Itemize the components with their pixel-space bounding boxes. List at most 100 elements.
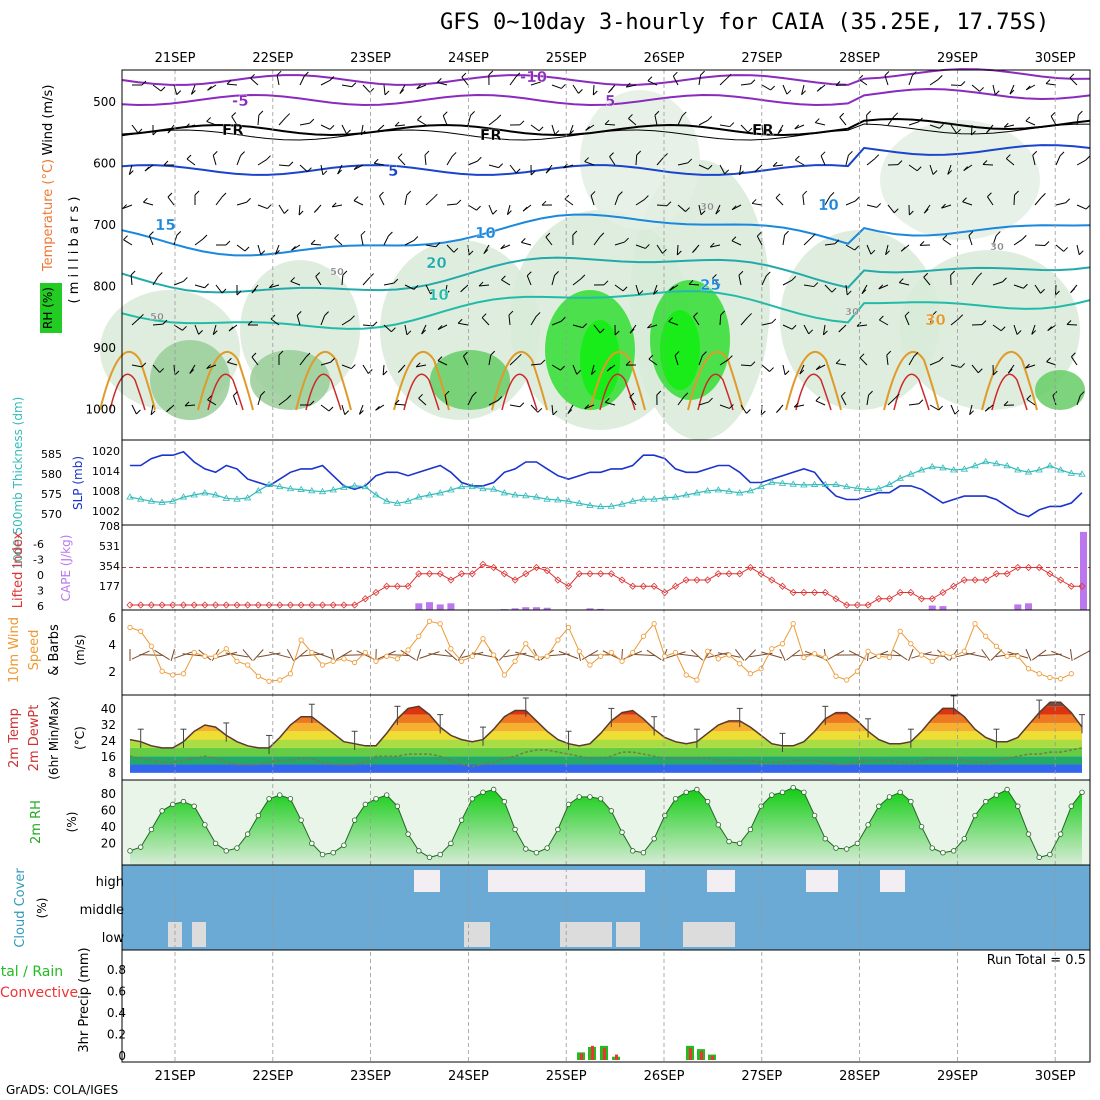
- wind-barb-flag: [839, 112, 845, 118]
- wind-barb: [446, 203, 457, 206]
- wind-barb: [971, 276, 979, 286]
- wind-barb: [274, 244, 280, 255]
- wind-barb-flag: [702, 351, 707, 356]
- date-label-bottom: 21SEP: [155, 1069, 196, 1084]
- temp-band: [130, 739, 1082, 748]
- li-point: [907, 588, 915, 597]
- wind-barb-flag: [481, 313, 487, 319]
- wind-barb: [971, 364, 979, 374]
- wind10m-point: [448, 646, 454, 652]
- wind-barb: [572, 364, 578, 375]
- wind10m-point: [352, 659, 358, 666]
- wind-barb-flag: [592, 90, 598, 96]
- rh-point: [1079, 789, 1085, 795]
- wind10m-point: [662, 653, 668, 659]
- wind-barb-flag: [784, 230, 789, 236]
- wind-barb: [437, 360, 448, 366]
- precip-conv-bar: [603, 1048, 606, 1060]
- wind-barb-flag: [415, 362, 421, 368]
- wind-barb-flag: [599, 328, 605, 334]
- rh-point: [266, 796, 272, 802]
- wind-barb: [530, 81, 541, 86]
- wind-barb: [362, 84, 371, 93]
- wind-barb: [1026, 398, 1036, 406]
- wind-barb-flag: [772, 161, 778, 167]
- thickness-point: [425, 491, 434, 498]
- wind-barb-flag: [453, 247, 459, 253]
- wind-barb: [801, 84, 805, 95]
- wind-barb-flag: [609, 152, 614, 157]
- wind-barb-flag: [987, 192, 992, 198]
- wind10m-line: [129, 620, 1072, 682]
- rh-point: [576, 794, 582, 800]
- rh-point: [319, 851, 326, 858]
- li-point: [821, 588, 829, 597]
- precip-ylabel-conv: Convective: [0, 985, 78, 1001]
- wind-barb-flag: [221, 192, 227, 198]
- thickness-point: [992, 459, 1001, 467]
- li-point: [629, 582, 637, 590]
- wind-barb: [551, 84, 562, 89]
- rh-point: [1068, 803, 1075, 809]
- wind-barb-flag: [324, 311, 329, 317]
- wind-barb-flag: [584, 404, 590, 410]
- wind-barb-flag: [244, 246, 250, 252]
- wind-barb-flag: [309, 400, 315, 406]
- rh-point: [779, 789, 786, 795]
- wind-barb-flag: [329, 125, 335, 130]
- wind-barb: [929, 404, 939, 411]
- wind-barb: [417, 119, 427, 126]
- wind10m-point: [491, 652, 497, 658]
- wind-barb: [698, 355, 703, 366]
- thickness-point: [982, 457, 990, 465]
- wind-barb-flag: [564, 194, 570, 200]
- wind-barb-flag: [994, 90, 1000, 96]
- wind-barb-flag: [309, 118, 315, 124]
- wind-barb-flag: [463, 351, 468, 357]
- wind-barb: [251, 356, 259, 366]
- li-point: [404, 582, 412, 590]
- rh-blob: [880, 120, 1040, 240]
- wind-barb-flag: [285, 113, 291, 118]
- wind10m-point: [523, 641, 529, 647]
- wind-barb: [609, 156, 616, 166]
- wind-barb: [362, 324, 374, 327]
- wind-barb-flag: [353, 196, 359, 201]
- wind-barb: [569, 124, 574, 135]
- grid: [174, 70, 1056, 1062]
- date-label-bottom: 28SEP: [839, 1069, 880, 1084]
- hot-contour: [893, 373, 930, 411]
- wind-barb-flag: [540, 77, 545, 83]
- rh-point: [287, 796, 294, 802]
- panel-border-slp: [121, 439, 1091, 526]
- li-point: [1003, 570, 1011, 578]
- wind-barb: [795, 159, 805, 166]
- wind-barb-flag: [182, 277, 188, 282]
- rh-point: [523, 846, 529, 852]
- wind-barb-flag: [496, 114, 502, 120]
- wind-barb: [551, 320, 562, 326]
- wind10m-point: [972, 621, 978, 627]
- wind-barb: [383, 84, 386, 95]
- wind-barb-flag: [856, 321, 862, 327]
- wind-barb: [626, 84, 637, 88]
- wind-barb-flag: [802, 190, 808, 196]
- li-point: [147, 601, 155, 609]
- contour-label: 10: [818, 196, 839, 214]
- date-label-bottom: 25SEP: [546, 1069, 587, 1084]
- wind-barb: [605, 401, 616, 406]
- wind-barb-flag: [720, 310, 726, 316]
- wind-barb-flag: [724, 169, 730, 175]
- thickness-point: [564, 497, 573, 504]
- wind-barb-flag: [384, 90, 390, 96]
- contour-label: 20: [426, 254, 447, 272]
- rh-point: [544, 845, 550, 851]
- wind-barb: [383, 282, 394, 286]
- wind-barb-flag: [918, 399, 924, 405]
- rh-point: [555, 826, 561, 833]
- rh-point: [597, 796, 604, 802]
- wind-barb-flag: [750, 361, 756, 367]
- wind-barb-flag: [159, 368, 165, 373]
- wind-barb-flag: [490, 350, 496, 356]
- wind-barb-flag: [608, 88, 613, 93]
